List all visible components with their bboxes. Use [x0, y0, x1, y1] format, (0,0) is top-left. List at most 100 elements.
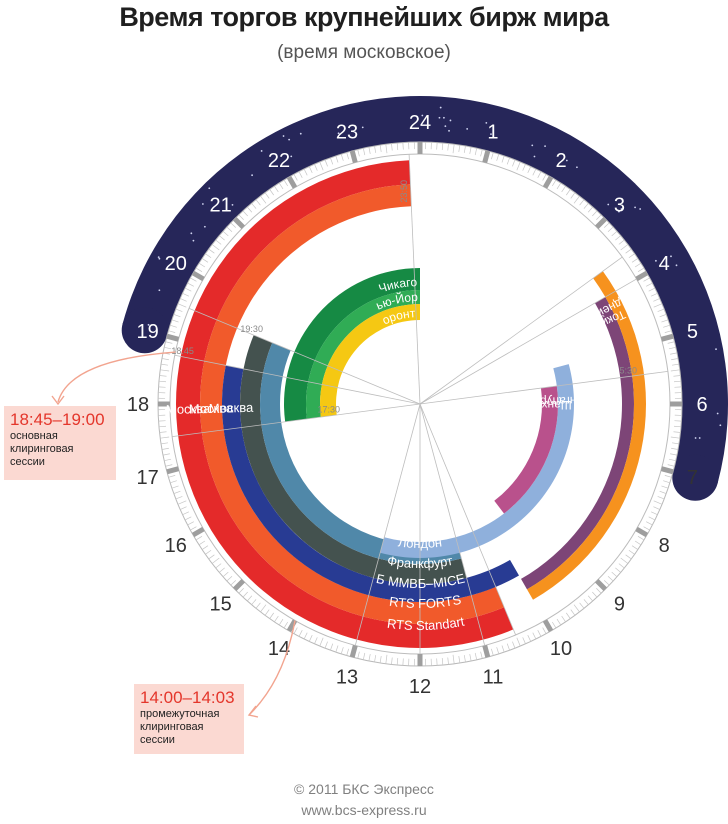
- dial-minute-tick: [219, 567, 225, 573]
- dial-minute-tick: [278, 618, 284, 626]
- dial-minute-tick: [222, 571, 229, 578]
- dial-minute-tick: [657, 308, 665, 312]
- dial-minute-tick: [625, 554, 632, 560]
- dial-minute-tick: [269, 189, 275, 196]
- dial-minute-tick: [603, 580, 610, 586]
- dial-minute-tick: [628, 549, 635, 555]
- dial-minute-tick: [671, 447, 679, 450]
- dial-minute-tick: [175, 496, 183, 500]
- band-label-6: Москва: [166, 401, 212, 417]
- dial-minute-tick: [161, 358, 169, 361]
- time-line-8: [419, 403, 517, 636]
- dial-minute-tick: [195, 267, 203, 273]
- dial-minute-tick: [230, 580, 237, 586]
- dial-minute-tick: [314, 637, 318, 644]
- dial-minute-tick: [512, 159, 516, 167]
- dial-minute-tick: [615, 235, 621, 241]
- dial-minute-tick: [551, 179, 557, 187]
- dial-minute-tick: [664, 475, 672, 478]
- band-label-5: Лондон: [397, 534, 443, 551]
- dial-minute-tick: [385, 144, 388, 154]
- hour-label-12: 12: [409, 676, 431, 698]
- dial-minute-tick: [516, 161, 521, 171]
- callout-midday-connector: [249, 620, 296, 715]
- dial-hour-tick: [191, 526, 205, 538]
- dial-minute-tick: [474, 148, 478, 156]
- dial-minute-tick: [161, 447, 169, 450]
- band-label-1: RTS Standart: [386, 614, 466, 633]
- dial-minute-tick: [615, 567, 621, 573]
- dial-minute-tick: [251, 599, 257, 605]
- dial-minute-tick: [637, 267, 645, 273]
- hour-label-2: 2: [555, 150, 566, 172]
- night-star: [719, 424, 722, 427]
- band-9: [521, 297, 634, 590]
- dial-minute-tick: [469, 654, 472, 662]
- hour-label-17: 17: [136, 467, 158, 489]
- dial-minute-tick: [659, 314, 667, 318]
- night-star: [203, 225, 206, 228]
- night-star: [716, 412, 719, 415]
- dial-minute-tick: [532, 632, 537, 640]
- dial-minute-tick: [618, 239, 625, 245]
- time-line-3: [174, 354, 421, 405]
- dial-minute-tick: [671, 358, 679, 361]
- night-star: [533, 155, 536, 158]
- dial-minute-tick: [205, 253, 212, 259]
- dial-minute-tick: [255, 199, 261, 206]
- dial-minute-tick: [579, 199, 585, 206]
- dial-minute-tick: [657, 496, 665, 500]
- footer-url: www.bcs-express.ru: [301, 802, 427, 818]
- dial-minute-tick: [542, 174, 547, 181]
- night-star: [337, 132, 340, 135]
- dial-minute-tick: [671, 363, 680, 366]
- dial-minute-tick: [653, 303, 663, 308]
- dial-minute-tick: [324, 159, 328, 167]
- dial-minute-tick: [190, 277, 197, 282]
- callout-evening-line3: сессии: [10, 456, 45, 468]
- dial-minute-tick: [458, 655, 461, 664]
- dial-minute-tick: [184, 287, 192, 292]
- dial-minute-tick: [587, 206, 594, 213]
- dial-minute-tick: [596, 587, 602, 594]
- dial-minute-tick: [668, 346, 676, 350]
- time-mark-label: 17:30: [318, 405, 341, 415]
- dial-minute-tick: [260, 604, 267, 613]
- dial-minute-tick: [663, 480, 670, 484]
- hour-label-4: 4: [659, 253, 670, 275]
- dial-minute-tick: [219, 235, 225, 241]
- dial-minute-tick: [506, 157, 510, 165]
- callout-midday-arrow: [247, 705, 259, 718]
- dial-minute-tick: [592, 591, 598, 598]
- dial-minute-tick: [362, 652, 366, 660]
- night-star: [715, 348, 717, 351]
- dial-minute-tick: [340, 154, 344, 161]
- dial-minute-tick: [611, 571, 618, 578]
- time-mark-label: 5:30: [619, 366, 637, 376]
- dial-minute-tick: [173, 490, 181, 494]
- night-star: [449, 119, 452, 122]
- time-line-7: [419, 256, 623, 405]
- dial-minute-tick: [496, 647, 500, 654]
- dial-minute-tick: [628, 253, 635, 259]
- dial-minute-tick: [458, 144, 461, 153]
- dial-minute-tick: [159, 375, 167, 377]
- dial-minute-tick: [447, 143, 449, 151]
- dial-minute-tick: [650, 511, 658, 516]
- dial-minute-tick: [480, 149, 483, 157]
- dial-minute-tick: [171, 319, 179, 323]
- night-star: [201, 203, 204, 205]
- dial-minute-tick: [670, 436, 680, 439]
- band-5: [259, 342, 462, 565]
- dial-minute-tick: [264, 192, 270, 199]
- dial-minute-tick: [670, 369, 680, 372]
- dial-minute-tick: [160, 369, 170, 372]
- night-star: [158, 257, 161, 260]
- dial-minute-tick: [501, 155, 505, 163]
- dial-minute-tick: [298, 630, 303, 637]
- dial-minute-tick: [587, 595, 594, 602]
- dial-minute-tick: [663, 324, 670, 328]
- callout-evening-arrow: [51, 395, 65, 406]
- dial-hour-tick: [595, 579, 608, 592]
